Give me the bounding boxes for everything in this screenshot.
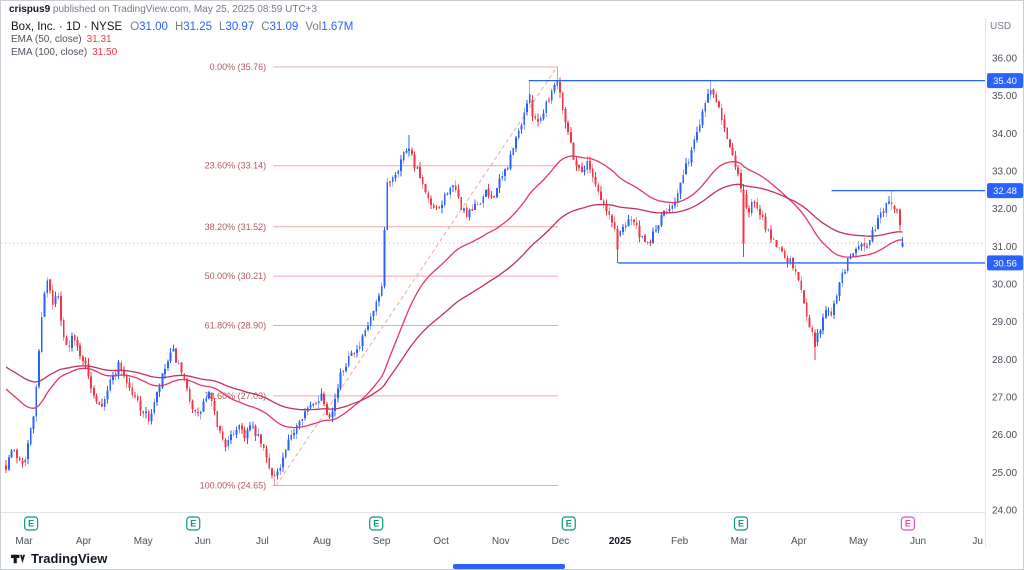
earnings-marker[interactable]: E xyxy=(369,516,384,531)
svg-text:2025: 2025 xyxy=(609,536,632,547)
publish-info: published on TradingView.com, May 25, 20… xyxy=(50,4,318,15)
indicator-ema50[interactable]: EMA (50, close) 31.31 xyxy=(11,34,353,46)
svg-text:Jul: Jul xyxy=(256,536,269,547)
volume-value: Vol1.67M xyxy=(305,21,354,33)
price-scale[interactable]: 36.00 35.00 34.00 33.00 32.00 31.00 30.00 29.00… xyxy=(987,54,1023,517)
svg-text:Nov: Nov xyxy=(492,536,510,547)
svg-text:May: May xyxy=(849,536,868,547)
footer-accent-bar xyxy=(453,564,565,569)
svg-text:0.00% (35.76): 0.00% (35.76) xyxy=(210,62,267,72)
ema-100-line[interactable] xyxy=(5,183,903,411)
earnings-marker[interactable]: E xyxy=(186,516,201,531)
close-value: C31.09 xyxy=(261,21,299,33)
svg-text:100.00% (24.65): 100.00% (24.65) xyxy=(200,481,267,491)
svg-text:Jun: Jun xyxy=(910,536,926,547)
ema100-label: EMA (100, close) xyxy=(11,47,88,58)
svg-text:E: E xyxy=(566,519,572,529)
svg-text:Mar: Mar xyxy=(731,536,749,547)
publish-username[interactable]: crispus9 xyxy=(9,4,51,15)
fib-retracement[interactable]: 0.00% (35.76) 23.60% (33.14) 38.20% (31.52… xyxy=(200,62,559,491)
brand-text: TradingView xyxy=(31,551,108,566)
svg-text:35.40: 35.40 xyxy=(993,76,1017,87)
price-label-badge[interactable]: 32.48 xyxy=(987,183,1023,199)
svg-text:Apr: Apr xyxy=(76,536,92,547)
symbol-title[interactable]: Box, Inc. · 1D · NYSE xyxy=(11,21,123,33)
price-label-badge[interactable]: 30.56 xyxy=(987,255,1023,271)
indicator-ema100[interactable]: EMA (100, close) 31.50 xyxy=(11,47,353,59)
svg-text:61.80% (28.90): 61.80% (28.90) xyxy=(205,320,267,330)
svg-text:Dec: Dec xyxy=(552,536,570,547)
svg-text:Ju: Ju xyxy=(972,536,983,547)
earnings-marker[interactable]: E xyxy=(733,516,749,531)
svg-text:24.00: 24.00 xyxy=(992,506,1017,517)
svg-text:29.00: 29.00 xyxy=(992,317,1017,328)
svg-text:78.60% (27.03): 78.60% (27.03) xyxy=(205,391,267,401)
svg-text:50.00% (30.21): 50.00% (30.21) xyxy=(205,271,267,281)
svg-text:E: E xyxy=(738,519,744,529)
svg-text:Jun: Jun xyxy=(195,536,211,547)
price-label-badge[interactable]: 35.40 xyxy=(987,73,1023,89)
svg-text:34.00: 34.00 xyxy=(992,129,1017,140)
svg-text:Sep: Sep xyxy=(373,536,391,547)
svg-text:25.00: 25.00 xyxy=(992,468,1017,479)
svg-text:33.00: 33.00 xyxy=(992,167,1017,178)
svg-text:Aug: Aug xyxy=(313,536,331,547)
svg-text:31.00: 31.00 xyxy=(992,242,1017,253)
open-value: O31.00 xyxy=(130,21,168,33)
svg-text:35.00: 35.00 xyxy=(992,91,1017,102)
svg-text:E: E xyxy=(190,519,196,529)
currency-label[interactable]: USD xyxy=(990,21,1012,32)
ema100-value: 31.50 xyxy=(92,47,118,58)
svg-text:Mar: Mar xyxy=(15,536,33,547)
high-value: H31.25 xyxy=(174,21,213,33)
svg-text:36.00: 36.00 xyxy=(992,54,1017,65)
svg-text:May: May xyxy=(134,536,153,547)
ema50-label: EMA (50, close) xyxy=(11,34,82,45)
svg-text:E: E xyxy=(905,519,911,529)
publish-header: crispus9 published on TradingView.com, M… xyxy=(9,4,317,15)
tradingview-logo-icon xyxy=(11,554,26,563)
low-value: L30.97 xyxy=(219,21,255,33)
svg-text:30.00: 30.00 xyxy=(992,280,1017,291)
svg-text:38.20% (31.52): 38.20% (31.52) xyxy=(205,222,267,232)
earnings-marker-upcoming[interactable]: E xyxy=(900,516,915,531)
footer: TradingView xyxy=(1,547,1023,569)
svg-text:32.00: 32.00 xyxy=(992,204,1017,215)
svg-text:Apr: Apr xyxy=(791,536,807,547)
svg-text:E: E xyxy=(28,519,34,529)
ohlc-readout: O31.00 H31.25 L30.97 C31.09 Vol1.67M xyxy=(130,21,353,33)
svg-text:Oct: Oct xyxy=(433,536,449,547)
earnings-marker[interactable]: E xyxy=(561,516,576,531)
earnings-marker[interactable]: E xyxy=(24,516,39,531)
svg-text:27.00: 27.00 xyxy=(992,393,1017,404)
svg-text:32.48: 32.48 xyxy=(993,186,1017,197)
time-scale[interactable]: Mar Apr May Jun Jul Aug Sep Oct Nov Dec 2025 Feb Mar… xyxy=(15,516,983,547)
svg-text:E: E xyxy=(373,519,379,529)
symbol-legend: Box, Inc. · 1D · NYSE O31.00 H31.25 L30.… xyxy=(11,21,353,59)
svg-text:30.56: 30.56 xyxy=(993,258,1017,269)
svg-text:26.00: 26.00 xyxy=(992,430,1017,441)
svg-text:Feb: Feb xyxy=(671,536,689,547)
tradingview-brand[interactable]: TradingView xyxy=(11,551,107,566)
svg-text:23.60% (33.14): 23.60% (33.14) xyxy=(205,161,267,171)
svg-text:28.00: 28.00 xyxy=(992,355,1017,366)
ema-50-line[interactable] xyxy=(5,155,903,429)
ema50-value: 31.31 xyxy=(86,34,112,45)
